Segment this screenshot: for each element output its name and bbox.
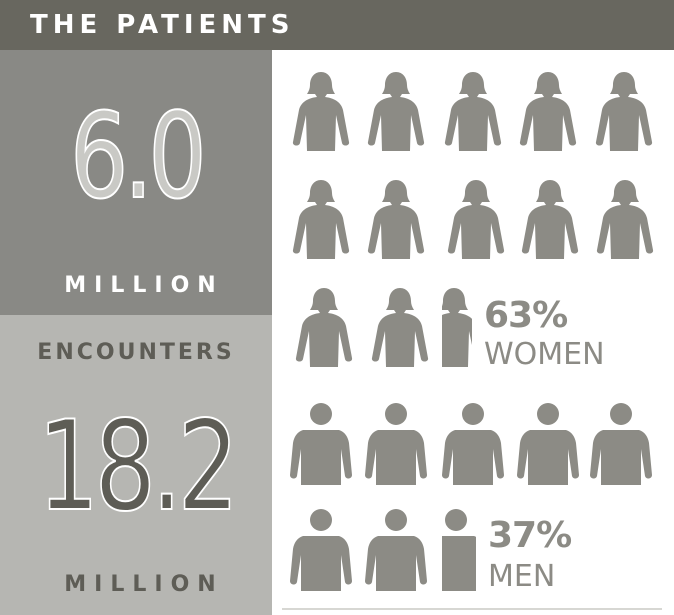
man-icon <box>441 402 505 486</box>
men-label: MEN <box>488 559 556 594</box>
woman-icon <box>289 70 353 154</box>
woman-icon <box>516 70 580 154</box>
partial-woman-icon <box>442 286 472 370</box>
women-percent: 63% <box>484 295 568 336</box>
page-title: THE PATIENTS <box>30 10 295 40</box>
woman-icon <box>364 70 428 154</box>
man-icon <box>364 402 428 486</box>
man-icon <box>589 402 653 486</box>
men-percent: 37% <box>488 515 572 556</box>
gender-pictogram: 63% WOMEN 37% MEN <box>272 50 674 615</box>
woman-icon <box>364 178 428 262</box>
women-label: WOMEN <box>484 337 605 372</box>
patients-panel: 6.0 MILLION <box>0 50 272 315</box>
encounters-count: 18.2 <box>37 394 240 540</box>
woman-icon <box>289 178 353 262</box>
patients-unit: MILLION <box>64 273 224 298</box>
header-bar: THE PATIENTS <box>0 0 674 50</box>
woman-icon <box>368 286 432 370</box>
encounters-heading: ENCOUNTERS <box>37 340 235 365</box>
man-icon <box>364 508 428 592</box>
woman-icon <box>518 178 582 262</box>
man-icon <box>516 402 580 486</box>
woman-icon <box>292 286 356 370</box>
woman-icon <box>592 70 656 154</box>
patients-count: 6.0 <box>69 86 208 226</box>
encounters-panel: ENCOUNTERS 18.2 MILLION <box>0 315 272 615</box>
woman-icon <box>593 178 657 262</box>
partial-man-icon <box>442 508 476 592</box>
man-icon <box>289 508 353 592</box>
encounters-unit: MILLION <box>64 572 224 597</box>
man-icon <box>289 402 353 486</box>
bottom-divider <box>282 608 662 610</box>
woman-icon <box>441 70 505 154</box>
woman-icon <box>444 178 508 262</box>
